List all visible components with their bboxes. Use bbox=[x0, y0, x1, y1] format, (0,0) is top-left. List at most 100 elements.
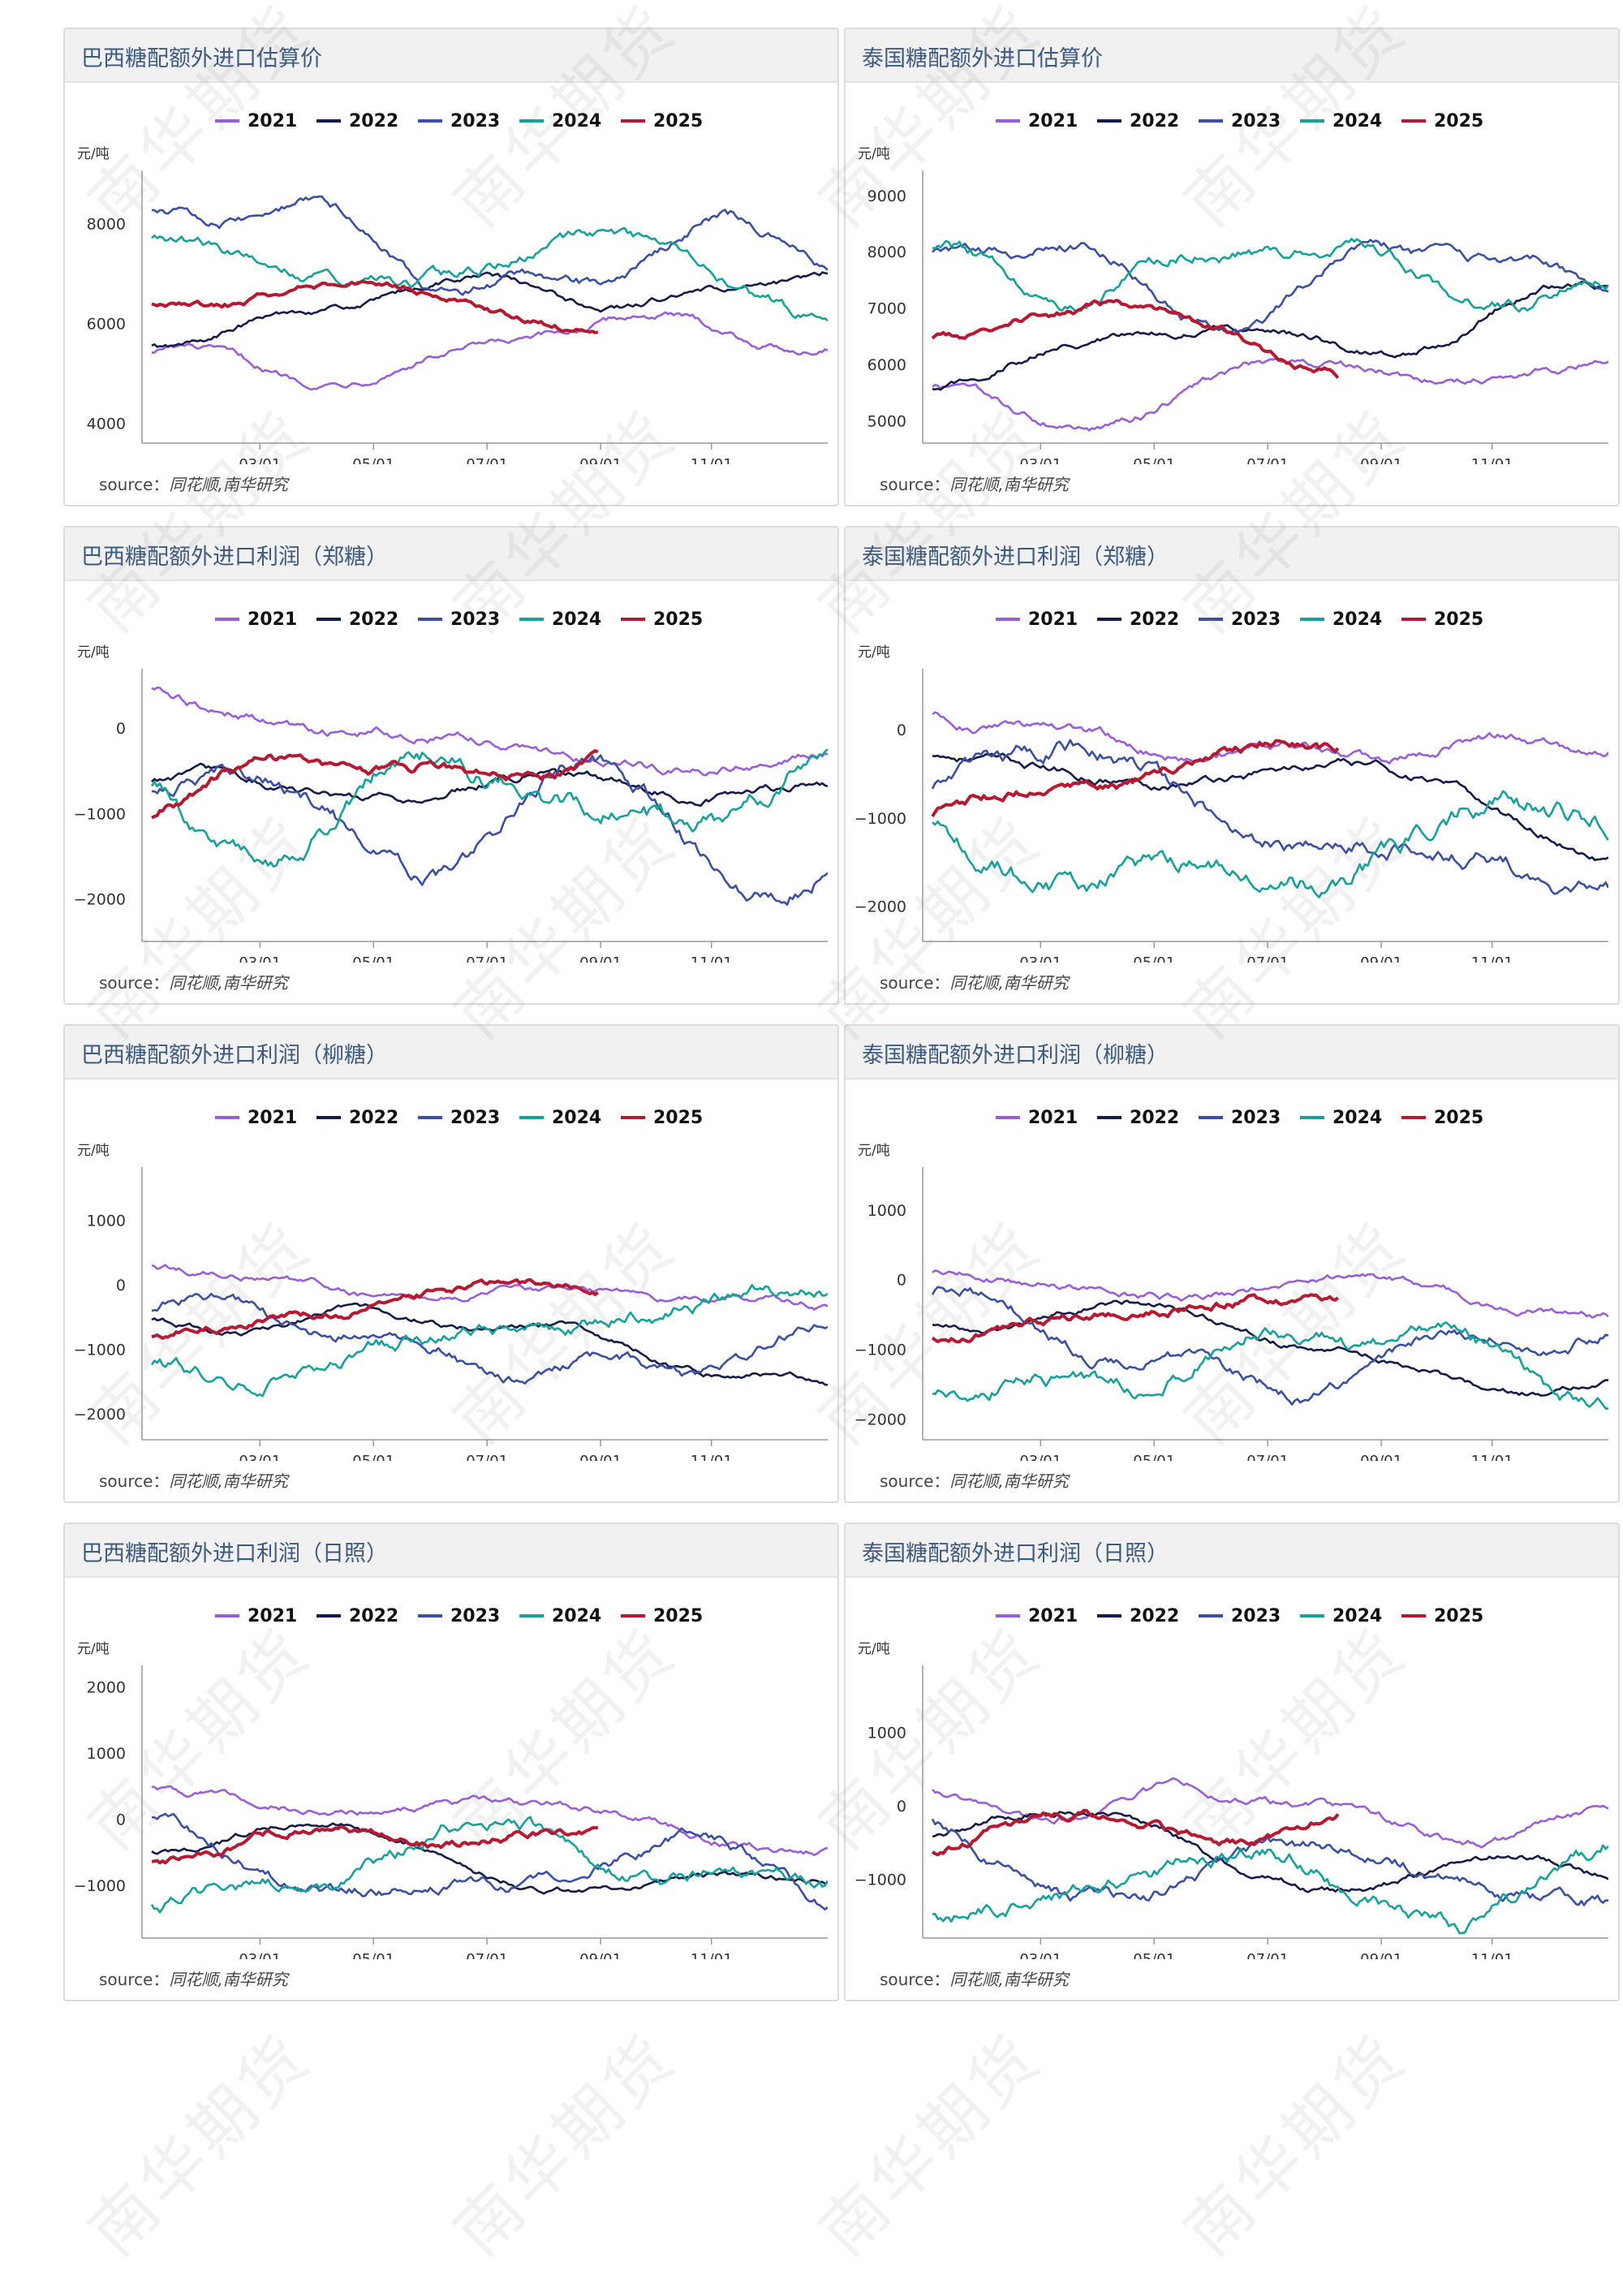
x-tick-label: 07/01 bbox=[1246, 1453, 1289, 1461]
x-tick-label: 03/01 bbox=[1019, 1453, 1061, 1461]
legend-label: 2021 bbox=[1028, 1108, 1078, 1128]
series-line-2025 bbox=[151, 1824, 598, 1865]
series-line-2025 bbox=[151, 279, 599, 334]
series-line-2025 bbox=[151, 749, 599, 820]
series-line-2022 bbox=[932, 1299, 1608, 1397]
series-line-2021 bbox=[932, 1777, 1608, 1849]
series-line-2025 bbox=[151, 1277, 599, 1340]
legend-label: 2021 bbox=[1028, 1606, 1078, 1626]
y-tick-label: 6000 bbox=[867, 356, 906, 374]
chart-header: 巴西糖配额外进口利润（郑糖） bbox=[65, 528, 837, 581]
legend-label: 2022 bbox=[349, 610, 398, 630]
legend-label: 2024 bbox=[552, 1606, 601, 1626]
series-group bbox=[150, 1785, 828, 1914]
legend-label: 2025 bbox=[653, 1606, 703, 1626]
legend-label: 2025 bbox=[653, 111, 703, 131]
x-tick-label: 11/01 bbox=[1471, 456, 1513, 464]
legend-label: 2021 bbox=[248, 610, 297, 630]
legend-label: 2024 bbox=[552, 111, 601, 131]
y-tick-label: −2000 bbox=[74, 890, 126, 908]
chart-title: 巴西糖配额外进口利润（日照） bbox=[81, 1541, 388, 1566]
legend-label: 2021 bbox=[1028, 111, 1078, 131]
x-tick-label: 09/01 bbox=[1360, 1951, 1402, 1959]
source-label: source： bbox=[880, 1970, 950, 1989]
chart-panel: 巴西糖配额外进口利润（柳糖） 2021 2022 2023 2024 2025 元/吨 −20… bbox=[63, 1024, 839, 1503]
y-tick-label: 0 bbox=[116, 1277, 126, 1294]
x-tick-label: 09/01 bbox=[1360, 1453, 1402, 1461]
chart-panel: 巴西糖配额外进口利润（郑糖） 2021 2022 2023 2024 2025 元/吨 −20… bbox=[63, 526, 839, 1005]
x-tick-label: 07/01 bbox=[466, 456, 508, 464]
y-tick-label: 4000 bbox=[87, 415, 126, 433]
line-chart: 2021 2022 2023 2024 2025 元/吨 −2000 −1000 0 03/01 0… bbox=[855, 610, 1608, 963]
series-line-2022 bbox=[932, 752, 1608, 862]
legend-label: 2025 bbox=[1434, 610, 1483, 630]
chart-header: 泰国糖配额外进口利润（柳糖） bbox=[846, 1026, 1618, 1079]
legend-label: 2022 bbox=[1130, 610, 1179, 630]
x-tick-label: 03/01 bbox=[239, 954, 281, 963]
chart-header: 巴西糖配额外进口估算价 bbox=[65, 29, 837, 83]
x-tick-label: 07/01 bbox=[466, 1951, 508, 1959]
legend-label: 2023 bbox=[450, 1606, 500, 1626]
line-chart: 2021 2022 2023 2024 2025 元/吨 4000 6000 8000 03/01… bbox=[77, 111, 828, 464]
x-tick-label: 11/01 bbox=[1471, 954, 1513, 963]
series-line-2024 bbox=[151, 226, 828, 322]
x-tick-label: 05/01 bbox=[352, 456, 394, 464]
series-line-2023 bbox=[151, 195, 828, 296]
line-chart: 2021 2022 2023 2024 2025 元/吨 −2000 −1000 0 1000 03… bbox=[74, 1108, 828, 1461]
chart-title: 泰国糖配额外进口利润（日照） bbox=[862, 1541, 1169, 1566]
y-tick-label: 6000 bbox=[87, 315, 126, 333]
series-line-2024 bbox=[932, 1321, 1608, 1410]
legend-label: 2023 bbox=[1231, 111, 1281, 131]
series-line-2021 bbox=[151, 686, 828, 777]
series-group bbox=[931, 711, 1608, 898]
chart-title: 巴西糖配额外进口估算价 bbox=[81, 46, 322, 71]
chart-title: 泰国糖配额外进口利润（柳糖） bbox=[862, 1043, 1169, 1068]
x-tick-label: 05/01 bbox=[1133, 954, 1175, 963]
line-chart: 2021 2022 2023 2024 2025 元/吨 −1000 0 1000 2000 03/… bbox=[74, 1606, 828, 1959]
source-label: source： bbox=[880, 1471, 950, 1491]
x-tick-label: 05/01 bbox=[1133, 456, 1175, 464]
legend-label: 2022 bbox=[1130, 111, 1179, 131]
chart-panel: 泰国糖配额外进口利润（郑糖） 2021 2022 2023 2024 2025 元/吨 −20… bbox=[844, 526, 1620, 1005]
source-value: 同花顺,南华研究 bbox=[949, 475, 1069, 494]
x-tick-label: 03/01 bbox=[1019, 1951, 1061, 1959]
chart-panel: 巴西糖配额外进口利润（日照） 2021 2022 2023 2024 2025 元/吨 −10… bbox=[63, 1523, 839, 2001]
series-group bbox=[150, 1264, 828, 1398]
x-tick-label: 05/01 bbox=[352, 1453, 394, 1461]
series-line-2023 bbox=[931, 1286, 1608, 1406]
source-label: source： bbox=[880, 973, 950, 993]
series-line-2025 bbox=[931, 1808, 1340, 1857]
series-group bbox=[931, 1777, 1608, 1935]
chart-source: source：同花顺,南华研究 bbox=[99, 970, 288, 993]
y-tick-label: 0 bbox=[897, 1272, 906, 1290]
y-tick-label: 1000 bbox=[87, 1213, 126, 1230]
series-line-2023 bbox=[932, 239, 1608, 334]
y-tick-label: 0 bbox=[116, 1811, 126, 1829]
y-tick-label: −1000 bbox=[74, 1342, 126, 1359]
x-tick-label: 09/01 bbox=[579, 456, 622, 464]
chart-panel: 泰国糖配额外进口利润（柳糖） 2021 2022 2023 2024 2025 元/吨 −20… bbox=[844, 1024, 1620, 1503]
chart-source: source：同花顺,南华研究 bbox=[880, 472, 1069, 495]
y-tick-label: 7000 bbox=[867, 300, 906, 318]
chart-source: source：同花顺,南华研究 bbox=[99, 1966, 288, 1990]
legend-label: 2025 bbox=[1434, 1606, 1483, 1626]
series-line-2022 bbox=[932, 1811, 1608, 1893]
chart-source: source：同花顺,南华研究 bbox=[99, 472, 288, 495]
chart-title: 泰国糖配额外进口利润（郑糖） bbox=[862, 545, 1169, 570]
series-line-2021 bbox=[151, 1264, 828, 1311]
y-tick-label: 1000 bbox=[867, 1202, 906, 1220]
y-tick-label: −1000 bbox=[74, 805, 126, 823]
y-unit-label: 元/吨 bbox=[858, 644, 890, 661]
x-tick-label: 09/01 bbox=[1360, 456, 1402, 464]
chart-panel: 巴西糖配额外进口估算价 2021 2022 2023 2024 2025 元/吨 4000 60… bbox=[63, 28, 839, 506]
legend-label: 2022 bbox=[1130, 1606, 1179, 1626]
y-unit-label: 元/吨 bbox=[77, 1641, 110, 1657]
x-tick-label: 07/01 bbox=[1246, 954, 1289, 963]
y-tick-label: −1000 bbox=[855, 810, 906, 828]
x-tick-label: 11/01 bbox=[691, 1453, 733, 1461]
y-tick-label: −2000 bbox=[855, 898, 906, 916]
legend-label: 2023 bbox=[1231, 1108, 1281, 1128]
series-line-2025 bbox=[931, 739, 1340, 818]
series-group bbox=[151, 195, 828, 391]
source-value: 同花顺,南华研究 bbox=[169, 1970, 288, 1989]
